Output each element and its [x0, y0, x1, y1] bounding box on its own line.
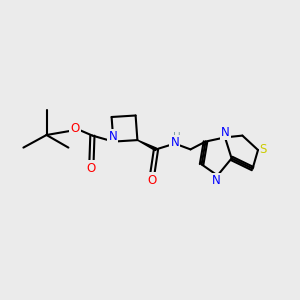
Text: O: O: [86, 161, 95, 175]
Text: S: S: [260, 143, 267, 156]
Text: O: O: [70, 122, 80, 136]
Text: H: H: [173, 131, 181, 142]
Polygon shape: [137, 140, 157, 151]
Text: O: O: [147, 173, 156, 187]
Text: N: N: [108, 130, 117, 143]
Text: N: N: [212, 174, 220, 188]
Text: N: N: [221, 125, 230, 139]
Text: N: N: [170, 136, 179, 149]
